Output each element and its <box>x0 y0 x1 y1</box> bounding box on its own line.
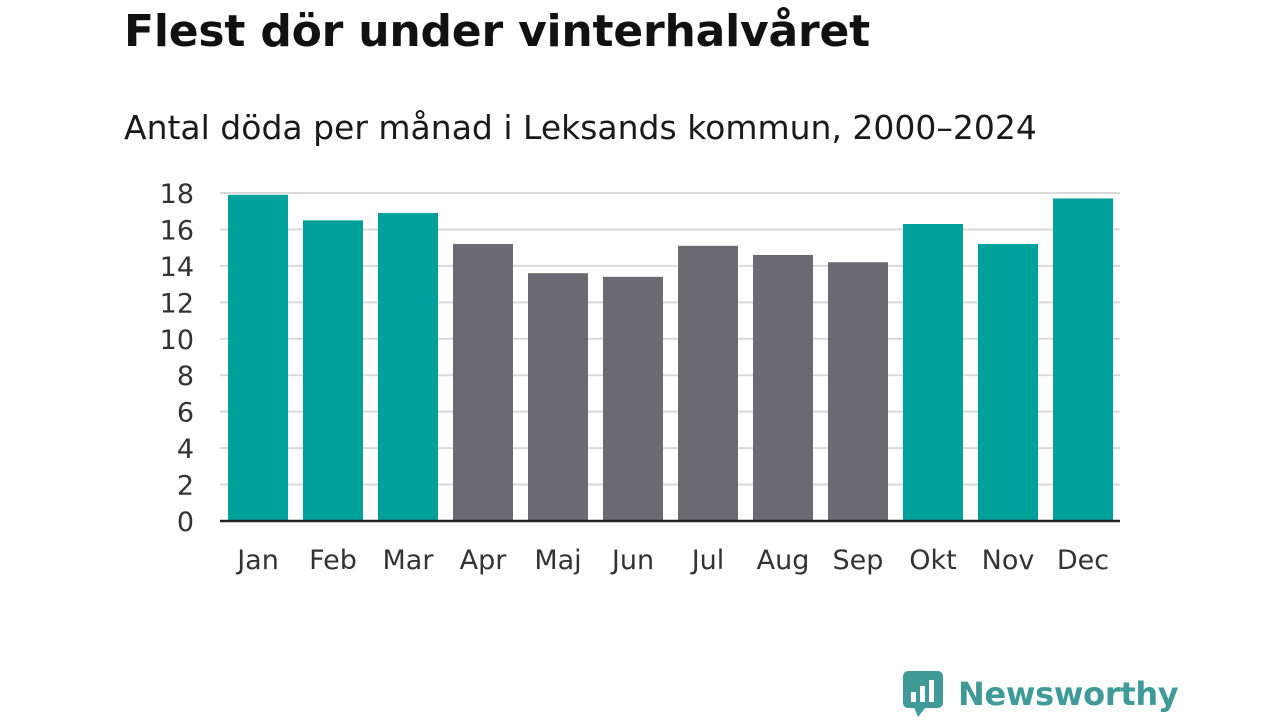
y-tick-label: 16 <box>160 215 194 246</box>
x-tick-label: Apr <box>460 545 508 576</box>
bar-sep <box>828 262 888 521</box>
x-tick-label: Sep <box>833 545 884 576</box>
bar-aug <box>753 254 813 521</box>
x-tick-label: Nov <box>982 545 1035 576</box>
newsworthy-brand: Newsworthy <box>902 670 1179 718</box>
chart-subtitle: Antal döda per månad i Leksands kommun, … <box>124 108 1037 147</box>
y-tick-label: 6 <box>177 398 194 429</box>
y-tick-label: 2 <box>177 471 194 502</box>
bar-okt <box>903 223 963 521</box>
x-tick-label: Maj <box>534 545 581 576</box>
bar-maj <box>528 273 588 521</box>
bar-feb <box>303 220 363 522</box>
chart-title: Flest dör under vinterhalvåret <box>124 6 870 57</box>
bar-apr <box>453 244 513 521</box>
y-tick-label: 14 <box>160 252 194 283</box>
bar-jan <box>228 194 288 522</box>
x-tick-label: Jul <box>690 545 725 576</box>
brand-name: Newsworthy <box>958 675 1179 713</box>
y-tick-label: 8 <box>177 361 194 392</box>
y-tick-label: 12 <box>160 288 194 319</box>
x-tick-label: Mar <box>383 545 435 576</box>
y-tick-label: 0 <box>177 507 194 538</box>
x-tick-label: Jun <box>610 545 654 576</box>
y-tick-label: 10 <box>160 325 194 356</box>
x-tick-label: Jan <box>235 545 279 576</box>
x-tick-label: Dec <box>1057 545 1109 576</box>
bar-mar <box>378 213 438 522</box>
x-tick-label: Okt <box>909 545 956 576</box>
bar-jul <box>678 245 738 521</box>
x-tick-label: Feb <box>309 545 357 576</box>
chart-bubble-icon <box>903 671 943 717</box>
bar-dec <box>1053 198 1113 521</box>
bar-nov <box>978 244 1038 521</box>
bar-jun <box>603 276 663 521</box>
y-tick-label: 4 <box>177 434 194 465</box>
y-tick-label: 18 <box>160 179 194 210</box>
x-tick-label: Aug <box>757 545 810 576</box>
